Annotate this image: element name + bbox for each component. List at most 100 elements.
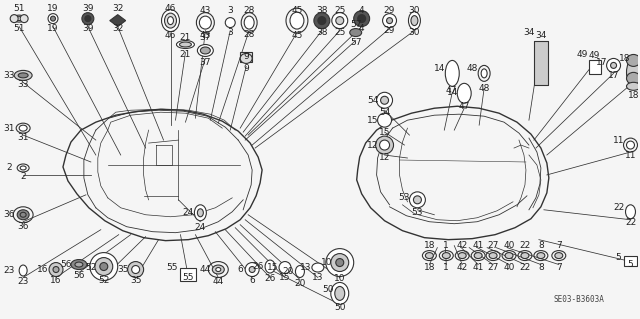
- Text: 18: 18: [424, 263, 435, 272]
- Text: 22: 22: [519, 263, 531, 272]
- Ellipse shape: [331, 282, 349, 304]
- Text: 20: 20: [294, 279, 306, 288]
- Text: 49: 49: [589, 51, 600, 60]
- Circle shape: [378, 113, 392, 127]
- Bar: [623, 256, 637, 265]
- Text: 11: 11: [625, 151, 636, 160]
- Circle shape: [245, 263, 259, 277]
- Text: 56: 56: [73, 271, 84, 280]
- Text: 1: 1: [444, 263, 449, 272]
- Ellipse shape: [537, 253, 545, 259]
- Circle shape: [85, 16, 91, 22]
- Text: 33: 33: [3, 71, 15, 80]
- Text: 43: 43: [200, 6, 211, 15]
- Circle shape: [20, 15, 28, 23]
- Text: 31: 31: [17, 133, 29, 142]
- Ellipse shape: [240, 54, 252, 63]
- Ellipse shape: [244, 16, 254, 29]
- Text: 52: 52: [98, 276, 109, 285]
- Text: 42: 42: [456, 241, 468, 250]
- Text: 45: 45: [291, 31, 303, 40]
- Ellipse shape: [197, 45, 213, 56]
- Bar: [534, 41, 548, 85]
- Text: 18: 18: [628, 91, 639, 100]
- Text: 33: 33: [17, 80, 29, 89]
- Text: 3: 3: [227, 6, 233, 15]
- Text: 19: 19: [47, 4, 59, 13]
- Text: 42: 42: [456, 263, 468, 272]
- Ellipse shape: [458, 253, 466, 259]
- Text: 55: 55: [167, 263, 179, 272]
- Text: 54: 54: [379, 108, 390, 117]
- Circle shape: [332, 13, 348, 29]
- Text: 1: 1: [444, 241, 449, 250]
- Text: 52: 52: [85, 263, 97, 272]
- Ellipse shape: [18, 73, 28, 78]
- Text: 55: 55: [182, 273, 194, 282]
- Ellipse shape: [290, 12, 304, 29]
- Circle shape: [383, 14, 397, 27]
- Text: 18: 18: [619, 54, 630, 63]
- Text: 51: 51: [13, 24, 25, 33]
- Text: 30: 30: [409, 28, 420, 37]
- Circle shape: [132, 265, 140, 273]
- Text: 57: 57: [350, 20, 362, 29]
- Text: 39: 39: [82, 24, 93, 33]
- Ellipse shape: [179, 42, 191, 47]
- Circle shape: [376, 136, 394, 154]
- Text: 9: 9: [243, 52, 249, 61]
- Text: 35: 35: [130, 276, 141, 285]
- Text: 57: 57: [350, 38, 362, 47]
- Text: 6: 6: [237, 265, 243, 274]
- Text: 11: 11: [612, 136, 624, 145]
- Circle shape: [607, 58, 621, 72]
- Circle shape: [10, 15, 18, 23]
- Text: 10: 10: [334, 274, 346, 283]
- Text: 31: 31: [3, 124, 15, 133]
- Ellipse shape: [335, 286, 345, 300]
- Ellipse shape: [627, 82, 640, 90]
- Text: 47: 47: [458, 102, 470, 111]
- Ellipse shape: [195, 205, 206, 221]
- Text: 28: 28: [243, 30, 255, 39]
- Text: 37: 37: [200, 33, 211, 42]
- Ellipse shape: [489, 253, 497, 259]
- Text: 7: 7: [556, 241, 562, 250]
- Ellipse shape: [265, 260, 275, 273]
- Text: 21: 21: [180, 33, 191, 42]
- Circle shape: [354, 11, 370, 26]
- Text: 22: 22: [625, 218, 636, 227]
- Text: 25: 25: [334, 6, 346, 15]
- Text: 50: 50: [322, 285, 333, 294]
- Text: 56: 56: [60, 260, 72, 269]
- Circle shape: [48, 14, 58, 24]
- Text: 53: 53: [399, 193, 410, 202]
- Text: 46: 46: [165, 4, 176, 13]
- Ellipse shape: [19, 125, 27, 131]
- Text: 3: 3: [227, 28, 233, 37]
- Ellipse shape: [197, 209, 204, 217]
- Text: 7: 7: [556, 263, 562, 272]
- Ellipse shape: [75, 262, 83, 267]
- Ellipse shape: [216, 268, 221, 271]
- Text: 16: 16: [51, 276, 61, 285]
- Circle shape: [410, 192, 426, 208]
- Text: 19: 19: [47, 24, 59, 33]
- Text: 41: 41: [472, 241, 484, 250]
- Circle shape: [413, 196, 421, 204]
- Ellipse shape: [426, 253, 433, 259]
- Ellipse shape: [212, 265, 224, 274]
- Text: 40: 40: [503, 241, 515, 250]
- Text: 49: 49: [577, 50, 588, 59]
- Ellipse shape: [411, 16, 418, 26]
- Text: 25: 25: [334, 28, 346, 37]
- Circle shape: [318, 17, 326, 25]
- Ellipse shape: [13, 15, 25, 22]
- Text: 5: 5: [616, 253, 621, 262]
- Circle shape: [336, 17, 344, 25]
- Text: 10: 10: [321, 258, 333, 267]
- Text: 13: 13: [312, 273, 324, 282]
- Ellipse shape: [20, 166, 26, 170]
- Ellipse shape: [17, 17, 22, 21]
- Text: 26: 26: [264, 274, 276, 283]
